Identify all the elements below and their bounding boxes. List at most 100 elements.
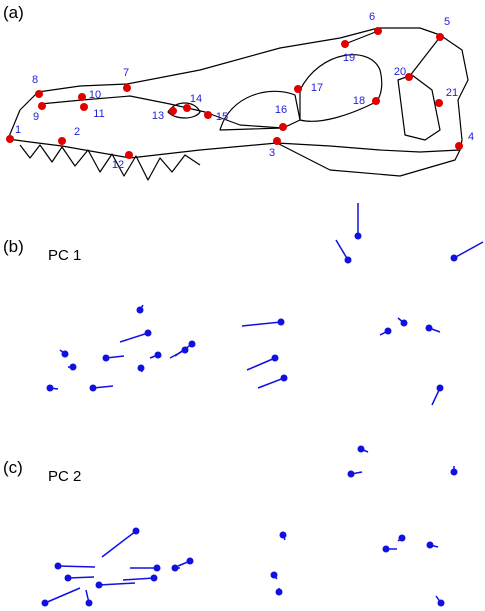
- landmark-dot: [38, 102, 46, 110]
- landmark-dot: [183, 104, 191, 112]
- vector-dot: [280, 374, 288, 382]
- landmark-label: 4: [468, 131, 474, 143]
- vector-dot: [450, 468, 458, 476]
- landmark-dot: [279, 123, 287, 131]
- landmark-dot: [123, 84, 131, 92]
- vector: [453, 241, 484, 259]
- landmark-dot: [294, 85, 302, 93]
- panel-title: PC 2: [48, 468, 81, 485]
- vector-dot: [150, 574, 158, 582]
- vector: [122, 577, 155, 581]
- landmark-dot: [405, 73, 413, 81]
- landmark-dot: [341, 40, 349, 48]
- landmark-dot: [35, 90, 43, 98]
- vector-dot: [132, 527, 140, 535]
- landmark-label: 16: [275, 104, 287, 116]
- vector-dot: [102, 354, 110, 362]
- vector: [119, 332, 149, 343]
- landmark-label: 8: [32, 74, 38, 86]
- vector-dot: [89, 384, 97, 392]
- vector-dot: [186, 557, 194, 565]
- landmark-label: 5: [444, 16, 450, 28]
- landmark-label: 19: [343, 52, 355, 64]
- landmark-dot: [273, 137, 281, 145]
- vector-dot: [41, 599, 49, 607]
- vector-dot: [354, 232, 362, 240]
- landmark-label: 20: [394, 66, 406, 78]
- vector-dot: [85, 599, 93, 607]
- vector-dot: [437, 599, 445, 607]
- landmark-label: 14: [190, 93, 202, 105]
- vector: [101, 530, 137, 558]
- landmark-label: 15: [216, 111, 228, 123]
- vector-dot: [344, 256, 352, 264]
- landmark-label: 12: [112, 159, 124, 171]
- vector-dot: [347, 470, 355, 478]
- panel-title: PC 1: [48, 247, 81, 264]
- vector: [44, 587, 81, 604]
- landmark-label: 9: [33, 111, 39, 123]
- landmark-dot: [436, 33, 444, 41]
- vector-dot: [188, 340, 196, 348]
- vector-dot: [398, 534, 406, 542]
- vector-dot: [95, 581, 103, 589]
- vector: [98, 582, 136, 586]
- vector-dot: [154, 351, 162, 359]
- vector-dot: [271, 354, 279, 362]
- panel-label: (a): [3, 3, 24, 22]
- vector-dot: [136, 306, 144, 314]
- landmark-dot: [169, 107, 177, 115]
- vector-dot: [357, 445, 365, 453]
- vector-dot: [69, 363, 77, 371]
- vector-dot: [450, 254, 458, 262]
- landmark-dot: [374, 27, 382, 35]
- panel-label: (c): [3, 458, 23, 477]
- vector: [57, 565, 96, 568]
- landmark-label: 13: [152, 110, 164, 122]
- vector-dot: [425, 324, 433, 332]
- vector-dot: [384, 327, 392, 335]
- vector-dot: [64, 574, 72, 582]
- landmark-label: 11: [93, 108, 104, 120]
- landmark-label: 18: [353, 95, 365, 107]
- landmark-dot: [125, 151, 133, 159]
- vector: [246, 357, 276, 371]
- vector: [67, 576, 95, 579]
- vector-dot: [426, 541, 434, 549]
- landmark-label: 17: [311, 82, 323, 94]
- landmark-label: 10: [89, 89, 101, 101]
- landmark-dot: [78, 93, 86, 101]
- panel-label: (b): [3, 237, 24, 256]
- landmark-label: 7: [123, 67, 129, 79]
- landmark-dot: [58, 137, 66, 145]
- vector-dot: [171, 564, 179, 572]
- skull-drawing: [7, 27, 469, 181]
- vector-dot: [46, 384, 54, 392]
- vector-dot: [137, 364, 145, 372]
- vector-dot: [279, 531, 287, 539]
- landmark-label: 6: [369, 11, 375, 23]
- vector-dot: [61, 350, 69, 358]
- landmark-label: 2: [74, 126, 80, 138]
- landmark-label: 3: [269, 147, 275, 159]
- vector-dot: [270, 571, 278, 579]
- vector: [335, 239, 349, 261]
- vector: [241, 321, 282, 327]
- vector-dot: [400, 319, 408, 327]
- vector-dot: [275, 588, 283, 596]
- landmark-dot: [6, 135, 14, 143]
- vector-dot: [436, 384, 444, 392]
- vector: [257, 377, 285, 389]
- landmark-dot: [204, 111, 212, 119]
- landmark-dot: [455, 142, 463, 150]
- vector-dot: [144, 329, 152, 337]
- vector-dot: [382, 545, 390, 553]
- landmark-dot: [435, 99, 443, 107]
- vector-dot: [277, 318, 285, 326]
- landmark-dot: [372, 97, 380, 105]
- landmark-dot: [80, 103, 88, 111]
- landmark-label: 1: [15, 124, 21, 136]
- vector-dot: [54, 562, 62, 570]
- landmark-label: 21: [446, 87, 458, 99]
